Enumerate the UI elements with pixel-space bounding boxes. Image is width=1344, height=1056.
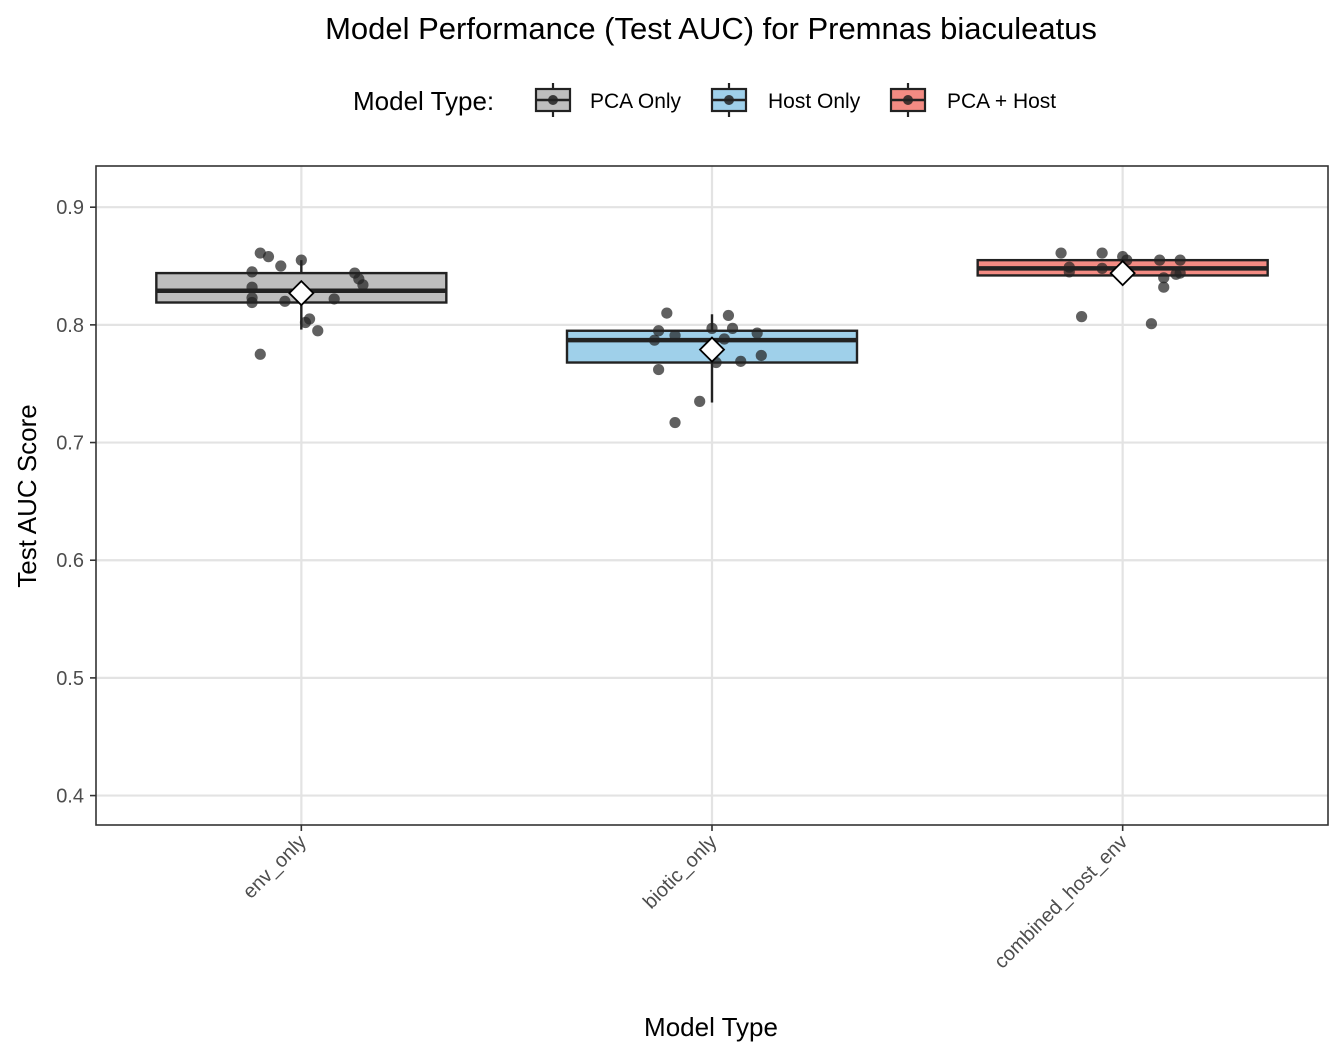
- data-point: [669, 329, 681, 342]
- data-point: [661, 307, 673, 319]
- legend-key-point: [724, 95, 734, 105]
- data-point: [653, 363, 665, 376]
- chart-title: Model Performance (Test AUC) for Premnas…: [325, 11, 1097, 46]
- data-point: [669, 416, 681, 429]
- data-point: [1158, 281, 1170, 293]
- legend-item-1: PCA Only: [534, 83, 682, 117]
- legend-item-3: PCA + Host: [889, 83, 1056, 117]
- data-points: [246, 247, 1186, 429]
- data-point: [299, 316, 312, 329]
- data-point: [648, 334, 661, 346]
- data-point: [254, 348, 266, 360]
- legend-label: Host Only: [768, 90, 861, 113]
- plot-area: [95, 165, 1329, 826]
- data-point: [275, 260, 287, 272]
- data-point: [1063, 266, 1075, 278]
- x-axis-title: Model Type: [644, 1012, 778, 1042]
- y-tick-label: 0.6: [56, 550, 84, 572]
- data-point: [653, 325, 665, 337]
- data-point: [1096, 262, 1108, 274]
- legend-label: PCA Only: [590, 90, 682, 113]
- data-point: [1174, 254, 1186, 266]
- legend-title: Model Type:: [353, 86, 494, 116]
- y-axis: 0.4 0.5 0.6 0.7 0.8 0.9: [56, 197, 96, 808]
- data-point: [1096, 247, 1108, 259]
- data-point: [755, 349, 767, 362]
- data-point: [735, 355, 747, 367]
- data-point: [718, 333, 730, 345]
- legend-items: PCA Only Host Only PCA + Host: [534, 83, 1056, 117]
- data-point: [706, 322, 718, 334]
- data-point: [295, 254, 307, 266]
- data-point: [1158, 272, 1170, 284]
- data-point: [1174, 267, 1186, 279]
- y-tick-label: 0.8: [56, 315, 84, 337]
- legend: Model Type: PCA Only Host Only PCA + Host: [353, 83, 1056, 117]
- data-point: [262, 251, 275, 263]
- data-point: [1154, 254, 1166, 266]
- y-axis-title: Test AUC Score: [12, 404, 42, 588]
- legend-key-point: [903, 95, 913, 105]
- mean-marker: [1109, 259, 1136, 287]
- y-tick-label: 0.5: [56, 668, 84, 690]
- data-point: [1076, 311, 1088, 323]
- data-point: [246, 266, 258, 278]
- y-tick-label: 0.4: [56, 786, 84, 808]
- data-point: [328, 293, 340, 305]
- data-point: [246, 281, 258, 293]
- y-tick-label: 0.9: [56, 197, 84, 219]
- data-point: [1055, 247, 1067, 259]
- mean-marker: [288, 279, 315, 307]
- legend-key-point: [548, 95, 558, 105]
- y-tick-label: 0.7: [56, 433, 84, 455]
- legend-item-2: Host Only: [710, 83, 861, 117]
- data-point: [357, 279, 369, 291]
- legend-label: PCA + Host: [947, 90, 1056, 113]
- data-point: [1145, 318, 1158, 330]
- data-point: [751, 327, 763, 339]
- mean-marker: [698, 336, 726, 363]
- data-point: [694, 395, 706, 407]
- data-point: [312, 325, 324, 337]
- data-point: [246, 296, 258, 309]
- data-point: [279, 295, 291, 307]
- data-point: [722, 309, 735, 322]
- data-point: [726, 322, 739, 334]
